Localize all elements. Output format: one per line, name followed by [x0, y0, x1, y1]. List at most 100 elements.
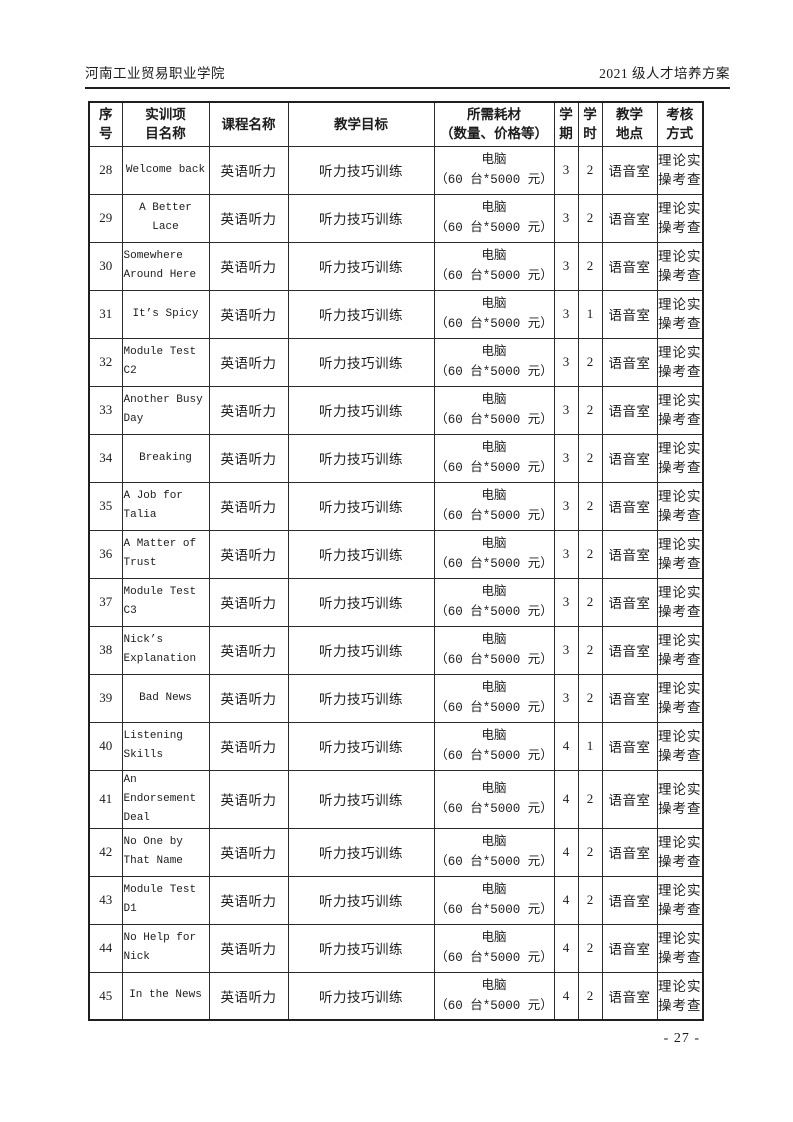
- cell-materials: 电脑 （60 台*5000 元）: [433, 241, 555, 291]
- page-number: - 27 -: [663, 1031, 700, 1046]
- cell-semester: 4: [553, 769, 579, 829]
- cell-materials: 电脑 （60 台*5000 元）: [433, 145, 555, 195]
- table-row: 33 Another Busy Day 英语听力 听力技巧训练 电脑 （60 台…: [88, 385, 704, 435]
- cell-teaching-goal: 听力技巧训练: [287, 289, 435, 339]
- cell-assessment: 理论实 操考查: [656, 433, 704, 483]
- cell-location: 语音室: [601, 923, 658, 973]
- cell-semester: 3: [553, 577, 579, 627]
- cell-materials: 电脑 （60 台*5000 元）: [433, 971, 555, 1021]
- cell-hours: 2: [577, 875, 603, 925]
- cell-materials: 电脑 （60 台*5000 元）: [433, 289, 555, 339]
- cell-index: 33: [88, 385, 123, 435]
- cell-assessment: 理论实 操考查: [656, 923, 704, 973]
- cell-semester: 3: [553, 385, 579, 435]
- cell-semester: 4: [553, 827, 579, 877]
- cell-course-name: 英语听力: [208, 769, 289, 829]
- cell-index: 30: [88, 241, 123, 291]
- cell-course-name: 英语听力: [208, 721, 289, 771]
- cell-index: 35: [88, 481, 123, 531]
- cell-hours: 2: [577, 529, 603, 579]
- cell-assessment: 理论实 操考查: [656, 625, 704, 675]
- column-header-index: 序 号: [88, 101, 123, 147]
- cell-course-name: 英语听力: [208, 385, 289, 435]
- cell-teaching-goal: 听力技巧训练: [287, 481, 435, 531]
- cell-semester: 4: [553, 875, 579, 925]
- table-row: 31 It’s Spicy 英语听力 听力技巧训练 电脑 （60 台*5000 …: [88, 289, 704, 339]
- cell-materials: 电脑 （60 台*5000 元）: [433, 193, 555, 243]
- cell-assessment: 理论实 操考查: [656, 971, 704, 1021]
- cell-semester: 3: [553, 529, 579, 579]
- cell-teaching-goal: 听力技巧训练: [287, 827, 435, 877]
- cell-project-name: A Job for Talia: [121, 481, 210, 531]
- cell-index: 39: [88, 673, 123, 723]
- cell-course-name: 英语听力: [208, 241, 289, 291]
- cell-materials: 电脑 （60 台*5000 元）: [433, 673, 555, 723]
- table-header-row: 序 号实训项 目名称 课程名称 教学目标 所需耗材 （数量、价格等）学 期学 时教学 …: [88, 101, 704, 147]
- cell-index: 44: [88, 923, 123, 973]
- cell-teaching-goal: 听力技巧训练: [287, 241, 435, 291]
- cell-location: 语音室: [601, 385, 658, 435]
- cell-assessment: 理论实 操考查: [656, 241, 704, 291]
- cell-teaching-goal: 听力技巧训练: [287, 971, 435, 1021]
- cell-project-name: No Help for Nick: [121, 923, 210, 973]
- cell-course-name: 英语听力: [208, 625, 289, 675]
- cell-hours: 2: [577, 433, 603, 483]
- cell-index: 36: [88, 529, 123, 579]
- cell-course-name: 英语听力: [208, 145, 289, 195]
- cell-semester: 3: [553, 145, 579, 195]
- cell-hours: 2: [577, 577, 603, 627]
- column-header-semester: 学 期: [553, 101, 579, 147]
- cell-assessment: 理论实 操考查: [656, 145, 704, 195]
- cell-location: 语音室: [601, 875, 658, 925]
- cell-hours: 2: [577, 481, 603, 531]
- table-row: 37 Module Test C3 英语听力 听力技巧训练 电脑 （60 台*5…: [88, 577, 704, 627]
- cell-assessment: 理论实 操考查: [656, 385, 704, 435]
- cell-assessment: 理论实 操考查: [656, 721, 704, 771]
- cell-assessment: 理论实 操考查: [656, 577, 704, 627]
- cell-index: 38: [88, 625, 123, 675]
- cell-hours: 1: [577, 721, 603, 771]
- cell-course-name: 英语听力: [208, 337, 289, 387]
- cell-index: 45: [88, 971, 123, 1021]
- cell-location: 语音室: [601, 193, 658, 243]
- table-row: 30 Somewhere Around Here 英语听力 听力技巧训练 电脑 …: [88, 241, 704, 291]
- cell-index: 37: [88, 577, 123, 627]
- cell-location: 语音室: [601, 481, 658, 531]
- cell-assessment: 理论实 操考查: [656, 337, 704, 387]
- table-row: 45 In the News 英语听力 听力技巧训练 电脑 （60 台*5000…: [88, 971, 704, 1021]
- table-row: 28 Welcome back 英语听力 听力技巧训练 电脑 （60 台*500…: [88, 145, 704, 195]
- cell-assessment: 理论实 操考查: [656, 481, 704, 531]
- cell-semester: 3: [553, 289, 579, 339]
- header-doc-title: 2021 级人才培养方案: [599, 66, 730, 81]
- cell-hours: 2: [577, 673, 603, 723]
- table-row: 36 A Matter of Trust 英语听力 听力技巧训练 电脑 （60 …: [88, 529, 704, 579]
- cell-teaching-goal: 听力技巧训练: [287, 145, 435, 195]
- table-row: 41 An Endorsement Deal 英语听力 听力技巧训练 电脑 （6…: [88, 769, 704, 829]
- cell-teaching-goal: 听力技巧训练: [287, 769, 435, 829]
- cell-semester: 3: [553, 337, 579, 387]
- cell-project-name: No One by That Name: [121, 827, 210, 877]
- cell-course-name: 英语听力: [208, 875, 289, 925]
- cell-index: 32: [88, 337, 123, 387]
- cell-semester: 3: [553, 625, 579, 675]
- cell-teaching-goal: 听力技巧训练: [287, 529, 435, 579]
- cell-course-name: 英语听力: [208, 289, 289, 339]
- cell-assessment: 理论实 操考查: [656, 529, 704, 579]
- cell-index: 31: [88, 289, 123, 339]
- table-row: 42 No One by That Name 英语听力 听力技巧训练 电脑 （6…: [88, 827, 704, 877]
- cell-hours: 2: [577, 625, 603, 675]
- cell-materials: 电脑 （60 台*5000 元）: [433, 923, 555, 973]
- table-row: 32 Module Test C2 英语听力 听力技巧训练 电脑 （60 台*5…: [88, 337, 704, 387]
- cell-materials: 电脑 （60 台*5000 元）: [433, 577, 555, 627]
- cell-location: 语音室: [601, 971, 658, 1021]
- table-row: 34 Breaking 英语听力 听力技巧训练 电脑 （60 台*5000 元）…: [88, 433, 704, 483]
- cell-materials: 电脑 （60 台*5000 元）: [433, 769, 555, 829]
- page-footer: - 27 -: [664, 1031, 700, 1047]
- cell-assessment: 理论实 操考查: [656, 875, 704, 925]
- cell-project-name: Breaking: [121, 433, 210, 483]
- cell-index: 34: [88, 433, 123, 483]
- cell-semester: 3: [553, 241, 579, 291]
- cell-index: 28: [88, 145, 123, 195]
- cell-location: 语音室: [601, 721, 658, 771]
